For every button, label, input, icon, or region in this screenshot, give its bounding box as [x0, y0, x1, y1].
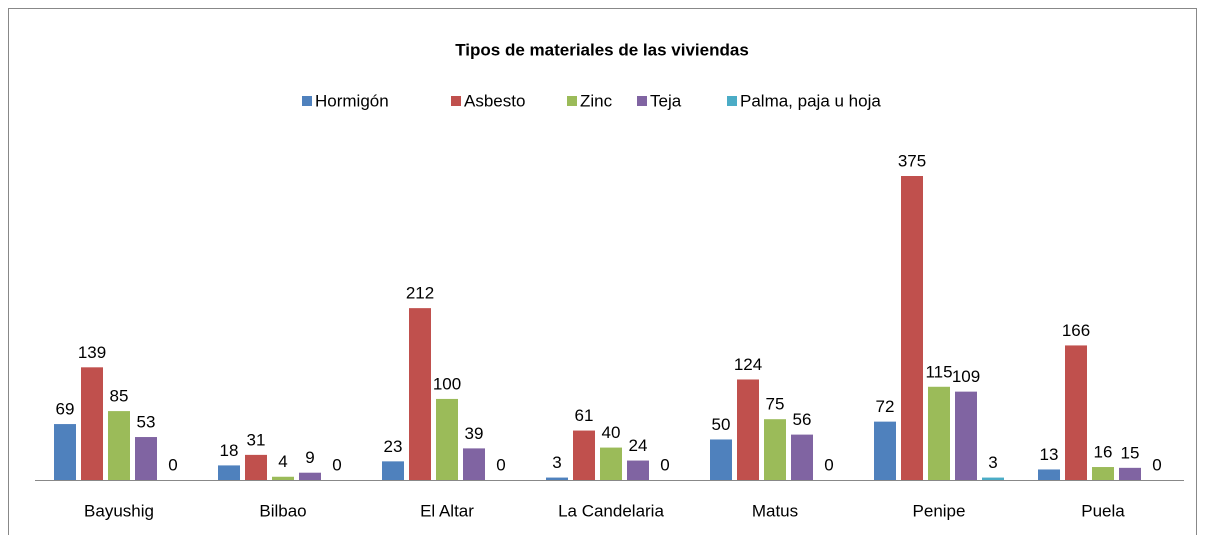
bar: [573, 430, 595, 480]
bar: [600, 447, 622, 480]
data-label: 39: [465, 424, 484, 443]
x-tick-label: La Candelaria: [558, 501, 664, 520]
bar: [901, 176, 923, 480]
bar: [955, 391, 977, 480]
bar: [218, 465, 240, 480]
data-label: 100: [433, 374, 461, 393]
bar: [1092, 467, 1114, 480]
bar: [737, 379, 759, 480]
x-tick-label: Puela: [1081, 501, 1125, 520]
data-label: 115: [925, 362, 952, 381]
legend-swatch: [727, 96, 737, 106]
data-label: 75: [766, 395, 785, 414]
legend-label: Zinc: [580, 91, 613, 110]
data-label: 166: [1062, 321, 1090, 340]
data-label: 18: [220, 441, 239, 460]
data-label: 61: [575, 406, 594, 425]
data-label: 85: [110, 387, 129, 406]
data-label: 0: [660, 455, 669, 474]
legend-swatch: [567, 96, 577, 106]
data-label: 40: [602, 423, 621, 442]
data-label: 72: [876, 397, 895, 416]
data-label: 9: [305, 448, 314, 467]
bar: [791, 434, 813, 480]
bar: [982, 477, 1004, 480]
data-label: 0: [824, 455, 833, 474]
legend-swatch: [302, 96, 312, 106]
chart-frame: [8, 8, 1197, 535]
bar: [81, 367, 103, 480]
bar: [245, 454, 267, 480]
x-tick-label: El Altar: [420, 501, 474, 520]
bar: [627, 460, 649, 480]
x-tick-label: Bayushig: [84, 501, 154, 520]
legend-label: Palma, paja u hoja: [740, 91, 881, 110]
data-label: 0: [332, 455, 341, 474]
bar: [135, 437, 157, 480]
legend-swatch: [451, 96, 461, 106]
bar: [928, 386, 950, 480]
data-label: 15: [1121, 443, 1140, 462]
bar: [764, 419, 786, 480]
data-label: 69: [56, 400, 75, 419]
bar: [710, 439, 732, 480]
bar: [546, 477, 568, 480]
bar: [382, 461, 404, 480]
data-label: 13: [1040, 445, 1059, 464]
legend-label: Teja: [650, 91, 682, 110]
data-label: 3: [552, 453, 561, 472]
data-label: 53: [137, 413, 156, 432]
data-label: 56: [793, 410, 812, 429]
legend-label: Hormigón: [315, 91, 389, 110]
bar: [1065, 345, 1087, 480]
data-label: 139: [78, 343, 106, 362]
x-tick-label: Penipe: [913, 501, 966, 520]
data-label: 3: [988, 453, 997, 472]
legend-swatch: [637, 96, 647, 106]
bar: [54, 424, 76, 480]
legend-label: Asbesto: [464, 91, 525, 110]
data-label: 0: [1152, 455, 1161, 474]
bar: [463, 448, 485, 480]
data-label: 24: [629, 436, 648, 455]
bar: [108, 411, 130, 480]
data-label: 375: [898, 151, 926, 170]
data-label: 31: [247, 430, 266, 449]
bar: [299, 472, 321, 480]
data-label: 0: [168, 455, 177, 474]
bar: [1119, 467, 1141, 480]
bar: [409, 308, 431, 480]
data-label: 16: [1094, 443, 1113, 462]
data-label: 50: [712, 415, 731, 434]
bar: [436, 398, 458, 480]
bar: [1038, 469, 1060, 480]
data-label: 212: [406, 284, 434, 303]
chart-title: Tipos de materiales de las viviendas: [455, 40, 749, 59]
data-label: 23: [384, 437, 403, 456]
data-label: 4: [278, 452, 287, 471]
x-tick-label: Matus: [752, 501, 798, 520]
data-label: 0: [496, 455, 505, 474]
bar: [874, 421, 896, 480]
data-label: 109: [952, 367, 980, 386]
x-tick-label: Bilbao: [259, 501, 306, 520]
bar: [272, 476, 294, 480]
data-label: 124: [734, 355, 762, 374]
